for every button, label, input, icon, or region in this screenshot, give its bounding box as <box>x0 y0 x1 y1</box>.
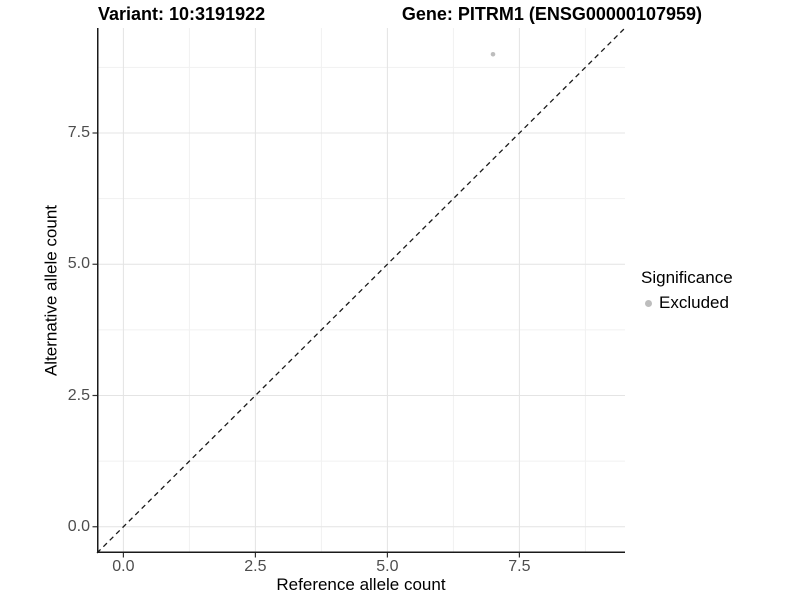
y-tick-label: 2.5 <box>67 386 90 404</box>
plot-panel <box>92 27 626 558</box>
x-tick-label: 2.5 <box>244 558 267 575</box>
axis-lines <box>97 28 625 553</box>
legend-key <box>641 296 655 310</box>
gene-title: Gene: PITRM1 (ENSG00000107959) <box>401 3 702 24</box>
x-tick-label: 0.0 <box>112 558 135 575</box>
legend-point-icon <box>644 299 652 307</box>
x-tick-label: 5.0 <box>376 558 399 575</box>
legend-items: Excluded <box>641 293 733 313</box>
x-tick-label: 7.5 <box>508 558 531 575</box>
legend-item-label: Excluded <box>659 293 729 312</box>
variant-title: Variant: 10:3191922 <box>98 3 266 24</box>
legend-item: Excluded <box>641 293 733 313</box>
tick-marks <box>92 132 520 558</box>
legend-title: Significance <box>641 268 733 287</box>
y-tick-label: 0.0 <box>67 517 90 535</box>
identity-line <box>96 27 626 554</box>
data-points <box>490 51 496 57</box>
data-point <box>490 51 496 57</box>
plot-title-row: Variant: 10:3191922 Gene: PITRM1 (ENSG00… <box>98 3 702 25</box>
grid-minor <box>97 28 625 553</box>
x-axis-title: Reference allele count <box>276 575 446 594</box>
plot-panel-canvas <box>92 27 626 558</box>
y-tick-label: 5.0 <box>67 255 90 273</box>
legend: Significance Excluded <box>641 268 733 313</box>
y-tick-label: 7.5 <box>67 124 90 141</box>
grid-major <box>97 28 625 553</box>
